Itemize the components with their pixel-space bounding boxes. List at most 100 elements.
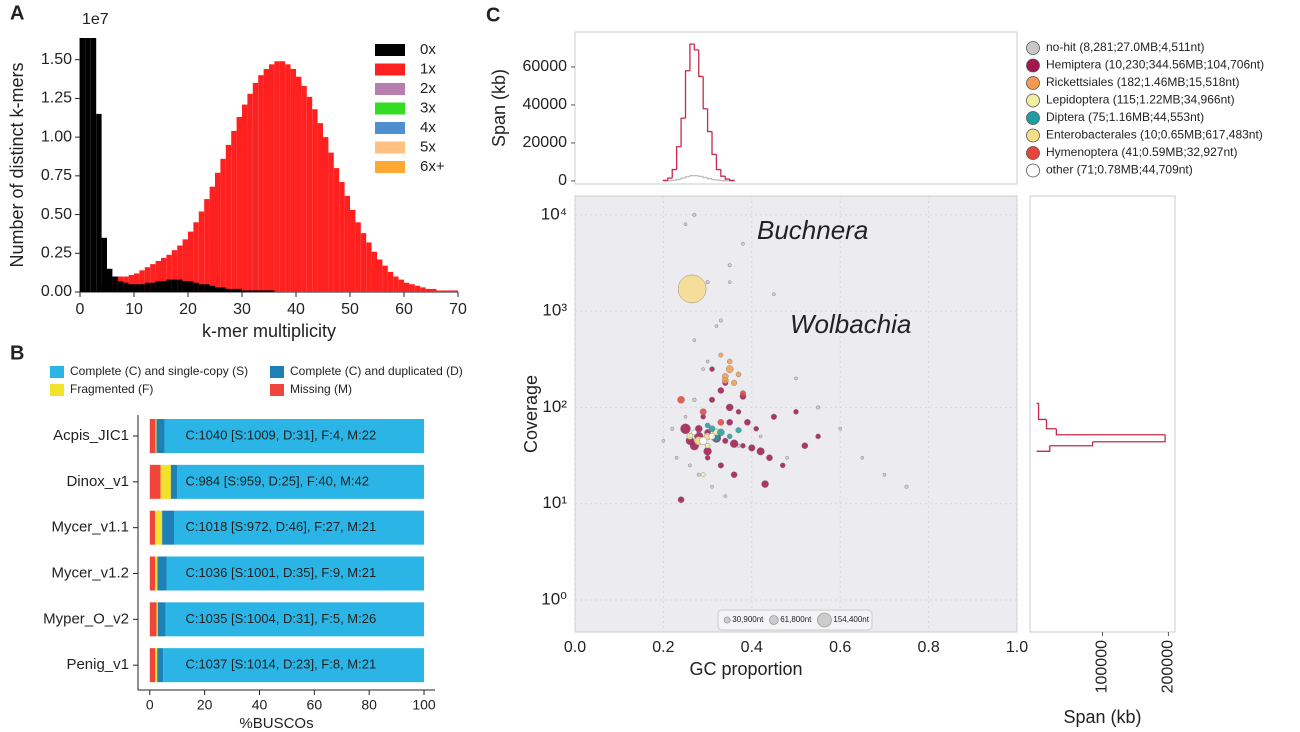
scatter-point bbox=[677, 274, 707, 304]
histogram-bar bbox=[198, 211, 205, 292]
scatter-point bbox=[683, 414, 688, 419]
scatter-point bbox=[661, 439, 666, 443]
histogram-bar bbox=[404, 282, 410, 292]
size-legend-marker bbox=[817, 612, 832, 628]
histogram-bar bbox=[263, 68, 269, 292]
histogram-bar bbox=[193, 222, 199, 292]
scatter-point bbox=[727, 263, 732, 268]
y-tick-label: Dinox_v1 bbox=[66, 473, 129, 490]
histogram-bar bbox=[350, 209, 356, 292]
legend-swatch bbox=[50, 366, 64, 378]
scatter-point bbox=[722, 437, 729, 444]
histogram-step bbox=[711, 178, 717, 181]
scatter-point bbox=[860, 455, 865, 460]
bar-segment bbox=[165, 602, 425, 637]
scatter-point bbox=[816, 405, 821, 410]
scatter-point bbox=[758, 434, 763, 439]
y-tick-label: 1.50 bbox=[41, 51, 72, 68]
bar-segment bbox=[170, 464, 178, 499]
scatter-point bbox=[801, 442, 809, 450]
histogram-bar bbox=[161, 257, 167, 292]
legend-marker bbox=[1026, 128, 1040, 143]
histogram-step bbox=[671, 168, 677, 179]
x-tick-label: 10 bbox=[125, 301, 143, 318]
histogram-bar bbox=[209, 186, 215, 292]
bar-segment bbox=[166, 556, 425, 591]
y-tick-label: 0.50 bbox=[41, 206, 72, 223]
scatter-point bbox=[748, 444, 756, 452]
scatter-point bbox=[708, 433, 716, 440]
x-tick-label: 40 bbox=[287, 301, 305, 318]
histogram-bar bbox=[193, 282, 199, 292]
y-tick-label: 10² bbox=[542, 397, 567, 416]
histogram-bar bbox=[398, 279, 404, 292]
legend-swatch bbox=[375, 102, 405, 115]
scatter-point bbox=[692, 212, 697, 217]
histogram-bar bbox=[80, 38, 86, 292]
legend-label: 4x bbox=[420, 119, 436, 136]
bar-segment bbox=[163, 648, 425, 683]
histogram-step bbox=[698, 49, 704, 78]
scatter-point bbox=[793, 409, 799, 415]
bar-label: C:1036 [S:1001, D:35], F:9, M:21 bbox=[185, 565, 376, 580]
histogram-step bbox=[706, 108, 713, 133]
scatter-point bbox=[725, 403, 734, 412]
histogram-bar bbox=[177, 279, 183, 292]
histogram-bar bbox=[188, 281, 194, 292]
histogram-bar bbox=[231, 130, 237, 292]
histogram-bar bbox=[371, 251, 377, 292]
histogram-bar bbox=[150, 282, 156, 292]
histogram-step bbox=[715, 179, 721, 181]
legend-marker bbox=[1026, 146, 1040, 160]
histogram-bar bbox=[366, 242, 372, 292]
histogram-step bbox=[711, 131, 717, 156]
histogram-bar bbox=[112, 276, 118, 292]
legend-swatch bbox=[270, 384, 284, 396]
histogram-bar bbox=[236, 116, 242, 292]
histogram-bar bbox=[414, 285, 421, 292]
histogram-bar bbox=[285, 64, 291, 292]
y-tick-label: 10¹ bbox=[542, 493, 567, 512]
plot-frame bbox=[1029, 195, 1176, 633]
panel-label: C bbox=[486, 4, 500, 26]
histogram-bar bbox=[144, 267, 151, 292]
histogram-bar bbox=[204, 199, 210, 292]
histogram-bar bbox=[252, 290, 259, 292]
histogram-step bbox=[667, 177, 673, 181]
histogram-step bbox=[680, 117, 686, 147]
y-tick-label: Acpis_JIC1 bbox=[53, 427, 129, 444]
histogram-bar bbox=[339, 182, 345, 292]
scatter-point bbox=[904, 484, 909, 489]
scatter-point bbox=[756, 447, 765, 456]
y-tick-label: 0.25 bbox=[41, 244, 72, 261]
histogram-bar bbox=[452, 290, 458, 292]
histogram-bar bbox=[269, 64, 275, 292]
y-tick-label: 10³ bbox=[542, 301, 567, 320]
scatter-point bbox=[794, 376, 798, 381]
x-tick-label: 100000 bbox=[1094, 640, 1111, 693]
histogram-bar bbox=[161, 281, 167, 292]
scatter-point bbox=[701, 367, 705, 371]
y-tick-label: 1.00 bbox=[41, 128, 72, 145]
scatter-point bbox=[704, 455, 711, 461]
scatter-point bbox=[699, 408, 707, 416]
scatter-point bbox=[709, 366, 715, 372]
panel-label: B bbox=[10, 342, 24, 364]
legend-marker bbox=[1026, 163, 1040, 178]
scatter-point bbox=[766, 454, 773, 462]
bar-label: C:1037 [S:1014, D:23], F:8, M:21 bbox=[185, 657, 376, 672]
histogram-bar bbox=[134, 273, 140, 292]
scatter-point bbox=[717, 419, 725, 426]
y-axis-title: Span (kb) bbox=[489, 69, 509, 147]
bar-segment bbox=[149, 464, 161, 499]
legend-label: 2x bbox=[420, 80, 436, 97]
scatter-point bbox=[753, 426, 759, 432]
scatter-point bbox=[692, 338, 697, 342]
scatter-point bbox=[708, 425, 716, 433]
histogram-bar bbox=[139, 284, 145, 292]
legend-marker bbox=[1026, 93, 1040, 108]
histogram-bar bbox=[360, 233, 367, 292]
y-tick-label: 0.75 bbox=[41, 167, 72, 184]
histogram-bar bbox=[312, 109, 318, 292]
